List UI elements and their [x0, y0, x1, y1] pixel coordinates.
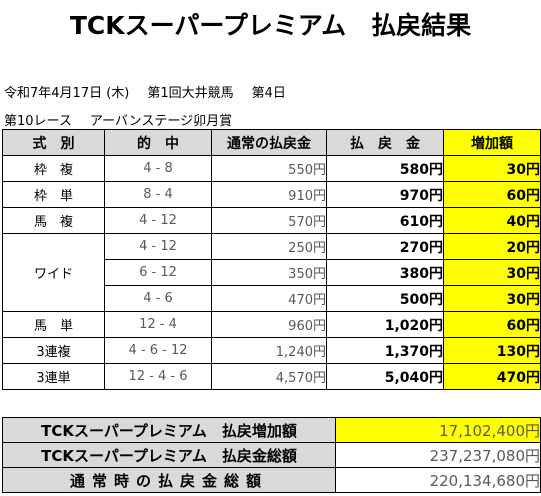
usual-payout-cell: 1,240円 — [211, 337, 327, 364]
combination-cell: 4 - 6 — [104, 285, 212, 312]
payout-cell: 500円 — [326, 285, 444, 312]
table-row: ワイド 4 - 12 250円 270円 20円 — [2, 233, 541, 312]
header-usual: 通常の払戻金 — [211, 129, 327, 156]
table-row: 3連複 4 - 6 - 12 1,240円 1,370円 130円 — [2, 337, 541, 364]
increase-cell: 30円 — [443, 259, 541, 286]
payout-cell: 970円 — [326, 181, 444, 208]
table-row: 3連単 12 - 4 - 6 4,570円 5,040円 470円 — [2, 363, 541, 390]
payout-cell: 5,040円 — [326, 363, 444, 390]
race-title: 第10レース アーバンステージ卯月賞 — [4, 110, 232, 129]
summary-row-premium-total: TCKスーパープレミアム 払戻金総額 237,237,080円 — [2, 442, 541, 468]
header-combination: 的 中 — [104, 129, 212, 156]
bet-type-cell: ワイド — [2, 233, 105, 312]
usual-payout-cell: 550円 — [211, 155, 327, 182]
summary-row-premium-increase: TCKスーパープレミアム 払戻増加額 17,102,400円 — [2, 417, 541, 443]
bet-type-cell: 3連複 — [2, 337, 105, 364]
combination-cell: 6 - 12 — [104, 259, 212, 286]
increase-cell: 60円 — [443, 181, 541, 208]
usual-total-value: 220,134,680円 — [335, 467, 541, 493]
race-name: アーバンステージ卯月賞 — [89, 114, 233, 129]
race-day: 第4日 — [251, 86, 286, 101]
increase-cell: 130円 — [443, 337, 541, 364]
payout-cell: 610円 — [326, 207, 444, 234]
increase-cell: 20円 — [443, 233, 541, 260]
bet-type-cell: 枠 複 — [2, 155, 105, 182]
increase-cell: 30円 — [443, 155, 541, 182]
premium-total-value: 237,237,080円 — [335, 442, 541, 468]
summary-row-usual-total: 通常時の払戻金総額 220,134,680円 — [2, 467, 541, 493]
header-type: 式 別 — [2, 129, 105, 156]
combination-cell: 4 - 6 - 12 — [104, 337, 212, 364]
usual-payout-cell: 250円 — [211, 233, 327, 260]
usual-total-label: 通常時の払戻金総額 — [2, 467, 336, 493]
race-date: 令和7年4月17日 (木) — [4, 86, 130, 101]
header-increase: 増加額 — [443, 129, 541, 156]
table-row: 馬 単 12 - 4 960円 1,020円 60円 — [2, 311, 541, 338]
header-payout: 払 戻 金 — [326, 129, 444, 156]
payout-cell: 580円 — [326, 155, 444, 182]
usual-payout-cell: 470円 — [211, 285, 327, 312]
increase-cell: 470円 — [443, 363, 541, 390]
bet-type-cell: 3連単 — [2, 363, 105, 390]
usual-payout-cell: 960円 — [211, 311, 327, 338]
increase-cell: 60円 — [443, 311, 541, 338]
usual-payout-cell: 4,570円 — [211, 363, 327, 390]
premium-total-label: TCKスーパープレミアム 払戻金総額 — [2, 442, 336, 468]
premium-increase-label: TCKスーパープレミアム 払戻増加額 — [2, 417, 336, 443]
race-meeting: 第1回大井競馬 — [147, 86, 234, 101]
bet-type-cell: 馬 単 — [2, 311, 105, 338]
bet-type-cell: 馬 複 — [2, 207, 105, 234]
combination-cell: 8 - 4 — [104, 181, 212, 208]
table-row: 6 - 12 350円 380円 30円 — [3, 259, 541, 286]
premium-increase-value: 17,102,400円 — [335, 417, 541, 443]
payout-cell: 270円 — [326, 233, 444, 260]
table-header-row: 式 別 的 中 通常の払戻金 払 戻 金 増加額 — [2, 129, 541, 156]
payout-cell: 1,370円 — [326, 337, 444, 364]
bet-type-cell: 枠 単 — [2, 181, 105, 208]
combination-cell: 4 - 12 — [104, 207, 212, 234]
combination-cell: 4 - 12 — [104, 233, 212, 260]
payout-cell: 1,020円 — [326, 311, 444, 338]
payout-cell: 380円 — [326, 259, 444, 286]
usual-payout-cell: 350円 — [211, 259, 327, 286]
combination-cell: 12 - 4 — [104, 311, 212, 338]
usual-payout-cell: 910円 — [211, 181, 327, 208]
page-title: TCKスーパープレミアム 払戻結果 — [69, 11, 472, 40]
summary-table: TCKスーパープレミアム 払戻増加額 17,102,400円 TCKスーパープレ… — [2, 417, 541, 493]
race-number: 第10レース — [4, 114, 72, 129]
race-meta: 令和7年4月17日 (木) 第1回大井競馬 第4日 — [4, 82, 286, 101]
combination-cell: 12 - 4 - 6 — [104, 363, 212, 390]
usual-payout-cell: 570円 — [211, 207, 327, 234]
combination-cell: 4 - 8 — [104, 155, 212, 182]
increase-cell: 40円 — [443, 207, 541, 234]
increase-cell: 30円 — [443, 285, 541, 312]
table-row: 4 - 6 470円 500円 30円 — [3, 285, 541, 312]
